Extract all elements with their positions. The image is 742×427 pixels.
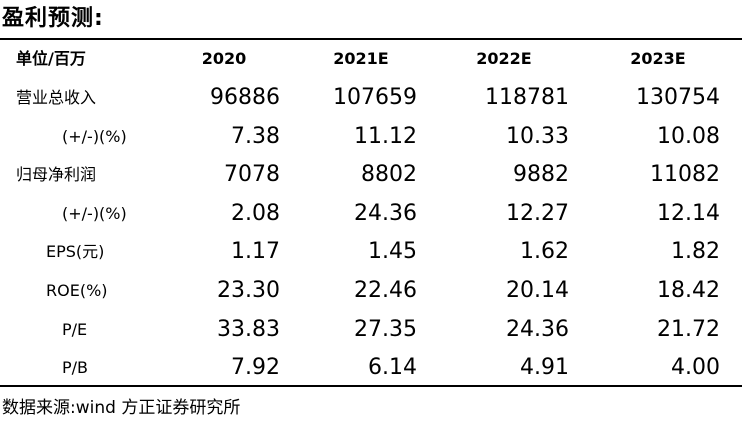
- column-header-2020: 2020: [201, 49, 247, 68]
- cell-value: 12.14: [657, 200, 720, 226]
- table-row-eps: EPS(元) 1.17 1.45 1.62 1.82: [0, 233, 742, 272]
- row-label: EPS(元): [46, 242, 105, 262]
- cell-value: 10.08: [657, 123, 720, 149]
- cell-value: 1.45: [368, 239, 417, 265]
- forecast-table: 营业总收入 96886 107659 118781 130754 (+/-)(%…: [0, 79, 742, 388]
- table-row-profit-growth: (+/-)(%) 2.08 24.36 12.27 12.14: [0, 195, 742, 234]
- bottom-rule: [0, 385, 742, 387]
- cell-value: 10.33: [506, 123, 569, 149]
- row-label: 营业总收入: [16, 88, 97, 107]
- cell-value: 9882: [513, 162, 569, 188]
- cell-value: 8802: [361, 162, 417, 188]
- table-row-revenue: 营业总收入 96886 107659 118781 130754: [0, 79, 742, 118]
- cell-value: 27.35: [354, 316, 417, 342]
- row-label: P/B: [62, 358, 89, 378]
- cell-value: 7.92: [231, 355, 280, 381]
- cell-value: 130754: [636, 85, 720, 110]
- cell-value: 33.83: [217, 316, 280, 342]
- cell-value: 96886: [210, 85, 280, 110]
- column-header-2021e: 2021E: [333, 49, 389, 68]
- cell-value: 20.14: [506, 277, 569, 303]
- page-title: 盈利预测:: [2, 6, 104, 31]
- cell-value: 11.12: [354, 123, 417, 149]
- table-row-revenue-growth: (+/-)(%) 7.38 11.12 10.33 10.08: [0, 118, 742, 157]
- table-row-pe: P/E 33.83 27.35 24.36 21.72: [0, 311, 742, 350]
- cell-value: 7.38: [231, 123, 280, 149]
- cell-value: 22.46: [354, 277, 417, 303]
- cell-value: 1.82: [671, 239, 720, 265]
- cell-value: 4.91: [520, 355, 569, 381]
- row-label: ROE(%): [46, 280, 108, 300]
- row-label: 归母净利润: [16, 165, 97, 185]
- cell-value: 2.08: [231, 200, 280, 226]
- source-note: 数据来源:wind 方正证券研究所: [2, 398, 241, 418]
- cell-value: 11082: [650, 162, 720, 188]
- cell-value: 18.42: [657, 277, 720, 303]
- cell-value: 24.36: [506, 316, 569, 342]
- row-label: (+/-)(%): [62, 126, 127, 146]
- table-row-pb: P/B 7.92 6.14 4.91 4.00: [0, 349, 742, 388]
- cell-value: 6.14: [368, 355, 417, 381]
- table-row-net-profit: 归母净利润 7078 8802 9882 11082: [0, 156, 742, 195]
- cell-value: 12.27: [506, 200, 569, 226]
- cell-value: 4.00: [671, 355, 720, 381]
- row-label: (+/-)(%): [62, 203, 127, 223]
- cell-value: 23.30: [217, 277, 280, 303]
- column-header-2023e: 2023E: [630, 49, 686, 68]
- cell-value: 1.17: [231, 239, 280, 265]
- column-header-2022e: 2022E: [476, 49, 532, 68]
- unit-label: 单位/百万: [16, 49, 86, 68]
- top-rule: [0, 38, 742, 40]
- row-label: P/E: [62, 319, 88, 339]
- cell-value: 118781: [485, 85, 569, 110]
- cell-value: 21.72: [657, 316, 720, 342]
- table-row-roe: ROE(%) 23.30 22.46 20.14 18.42: [0, 272, 742, 311]
- table-header: 单位/百万 2020 2021E 2022E 2023E: [0, 41, 742, 77]
- cell-value: 107659: [333, 85, 417, 110]
- cell-value: 7078: [224, 162, 280, 188]
- cell-value: 24.36: [354, 200, 417, 226]
- cell-value: 1.62: [520, 239, 569, 265]
